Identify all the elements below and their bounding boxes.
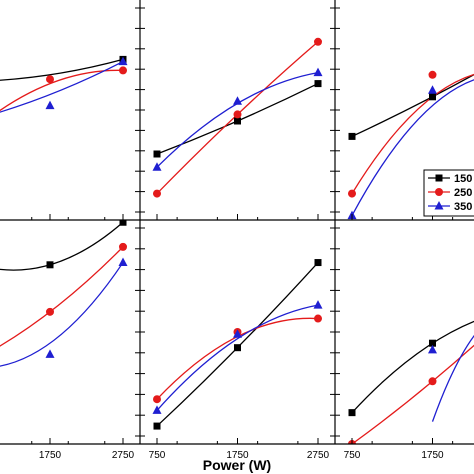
data-point-350 (45, 100, 55, 110)
panel-plot-area (152, 259, 323, 430)
data-point-250 (46, 75, 54, 84)
x-tick-label: 2750 (307, 450, 330, 461)
data-point-150 (429, 339, 436, 347)
data-point-350 (118, 257, 128, 267)
x-tick-label: 750 (149, 450, 166, 461)
panel-plot-area (0, 220, 128, 367)
fit-line-350 (431, 334, 474, 422)
fit-line-150 (0, 58, 124, 81)
data-point-250 (428, 70, 437, 79)
data-point-250 (428, 377, 437, 386)
fit-line-150 (0, 221, 124, 271)
fit-line-350 (0, 262, 124, 367)
panel-bottom-left: 1750 2750 (0, 220, 140, 461)
fit-line-350 (351, 79, 474, 216)
data-point-250 (314, 314, 322, 323)
data-point-150 (314, 259, 322, 267)
legend-marker-350 (434, 201, 444, 210)
x-tick-label: 1750 (421, 450, 444, 461)
x-tick-label: 750 (344, 450, 361, 461)
data-point-350 (313, 67, 323, 77)
panel-bottom-center: 750 1750 2750 (135, 220, 335, 461)
legend-label-150: 150 (454, 173, 472, 185)
panel-top-right (330, 0, 474, 221)
data-point-350 (233, 329, 242, 338)
data-point-150 (119, 220, 127, 226)
panel-top-center (135, 0, 335, 221)
data-point-150 (46, 261, 54, 269)
data-point-350 (152, 162, 162, 171)
x-tick-label: 2750 (112, 450, 135, 461)
fit-line-250 (0, 246, 124, 347)
legend-label-350: 350 (454, 201, 472, 213)
panel-plot-area (0, 55, 128, 113)
data-point-250 (314, 37, 322, 46)
x-axis-label: Power (W) (203, 457, 271, 473)
data-point-350 (313, 300, 323, 309)
panel-plot-area (348, 320, 474, 444)
data-point-150 (234, 344, 241, 352)
data-point-350 (233, 96, 242, 105)
fit-line-350 (0, 61, 124, 113)
x-tick-label: 1750 (226, 450, 249, 461)
data-point-250 (153, 189, 161, 198)
data-point-250 (348, 189, 356, 198)
fit-line-250 (0, 69, 124, 112)
data-point-350 (45, 349, 55, 358)
data-point-150 (314, 80, 322, 88)
fit-line-150 (351, 73, 474, 137)
data-point-150 (429, 93, 436, 101)
data-point-350 (428, 344, 437, 354)
legend-marker-150 (435, 174, 443, 182)
data-point-250 (233, 110, 242, 119)
panel-plot-area (152, 37, 323, 198)
fit-line-350 (156, 304, 319, 411)
panel-top-left (0, 55, 140, 221)
data-point-250 (153, 395, 161, 404)
data-point-350 (428, 85, 437, 94)
data-point-150 (348, 132, 356, 140)
data-point-250 (46, 307, 54, 316)
data-point-250 (119, 242, 127, 251)
data-point-150 (153, 150, 161, 158)
legend-label-250: 250 (454, 187, 472, 199)
data-point-150 (234, 117, 241, 125)
panels-layer: 1750 2750 750 1750 2750 750 1750 (0, 0, 474, 461)
data-point-150 (348, 409, 356, 417)
data-point-250 (119, 66, 127, 75)
panel-bottom-right: 750 1750 (330, 220, 474, 461)
data-point-350 (152, 405, 162, 414)
legend: 150 250 350 (423, 169, 474, 217)
data-point-350 (118, 56, 128, 66)
x-tick-label: 1750 (39, 450, 62, 461)
legend-marker-250 (435, 188, 443, 196)
data-point-150 (153, 422, 161, 430)
